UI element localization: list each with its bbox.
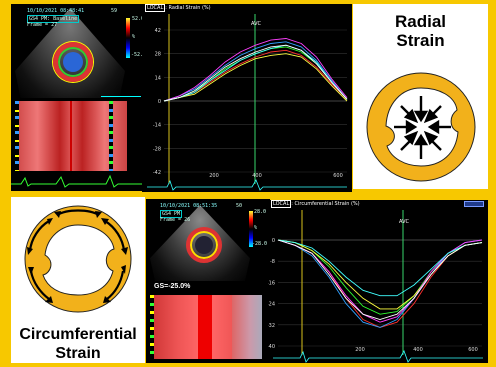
radial-y-tick-label: -14 [153,123,161,129]
circ-cb-val2: % [254,225,258,231]
circ-cb-top: 50 [236,203,243,209]
radial-map-center-line [70,101,72,171]
inward-arrows-icon [366,72,476,182]
circ-y-tick-label: -8 [270,259,275,265]
circ-y-ticks: 0 -8 -16 -24 -32 -40 [268,238,275,350]
circ-graph-title: : Circumferential Strain (%) [291,201,360,207]
radial-cb-val2: % [132,34,136,40]
radial-series-line [163,44,348,102]
circ-ecg-trace [273,350,483,363]
circ-date: 10/10/2021 08:51:35 [160,203,218,209]
radial-ecg-mini [101,96,141,100]
circ-x-tick-label: 600 [468,347,478,353]
radial-ecg-trace [11,174,148,188]
circ-gridlines [278,239,482,347]
circ-x-tick-label: 400 [413,347,423,353]
circ-cb-val1: 28.0 [254,209,267,215]
circ-graph-header: LOCAL: Circumferential Strain (%) [271,200,360,208]
radial-graph-title: : Radial Strain (%) [165,5,211,11]
circ-map-left-markers [150,295,154,359]
circ-label-line1: Circumferential [19,326,137,343]
circ-y-tick-label: -32 [268,323,275,329]
circ-graph-corner-button[interactable] [464,201,484,207]
radial-local-label: LOCAL [145,4,166,12]
radial-y-tick-label: -42 [153,170,161,176]
circ-mode: GS4 PM [160,210,183,218]
circ-series-line [277,239,483,323]
radial-x-tick-label: 200 [209,173,219,179]
radial-mode: GS4 PM: Baseline [27,15,80,23]
radial-y-ticks: 42 28 14 0 -14 -28 -42 [153,28,161,176]
circ-y-tick-label: -40 [268,344,275,350]
radial-cb-top: 59 [111,8,118,14]
radial-label-line2: Strain [396,31,445,50]
global-strain-value: GS=-25.0% [154,283,191,290]
radial-y-tick-label: -28 [153,146,161,152]
radial-date: 10/10/2021 08:48:41 [27,8,85,14]
circ-series-line [277,239,483,310]
circ-x-tick-label: 200 [355,347,365,353]
radial-series-line [163,38,348,102]
radial-series-line [163,41,348,102]
curved-arrows-icon [24,205,132,313]
radial-y-tick-label: 14 [155,75,161,81]
radial-strain-graph: LOCAL: Radial Strain (%) AVC 42 28 14 0 -14 -… [142,4,352,192]
radial-map-left-markers [15,101,19,171]
radial-echo-panel: 10/10/2021 08:48:41 GS4 PM: Baseline Fra… [11,4,148,191]
circ-cb-val3: -28.0 [252,241,268,247]
circ-y-tick-label: 0 [272,238,275,244]
radial-x-ticks: 200 400 600 [209,173,343,179]
circ-y-tick-label: -24 [268,302,275,308]
radial-y-tick-label: 42 [155,28,161,34]
radial-lv-cavity [63,52,83,72]
circ-echo-panel: 10/10/2021 08:51:35 GS4 PM Frame = 26 50… [146,199,270,363]
radial-ecg-trace-bottom [147,179,347,191]
circ-strain-label: Circumferential Strain [11,325,145,363]
radial-graph-header: LOCAL: Radial Strain (%) [145,4,211,12]
radial-myocardium-ring [53,42,93,82]
circ-x-ticks: 200 400 600 [355,347,478,353]
circ-series-line [277,239,483,297]
radial-chart-svg: AVC 42 28 14 0 -14 -28 -42 200 400 600 [147,14,348,191]
radial-x-tick-label: 400 [252,173,262,179]
radial-cb-val1: 52.0 [132,16,145,22]
circ-frame: Frame = 26 [160,217,191,223]
circ-colorbar [249,211,253,247]
radial-map-right-markers [109,101,113,171]
circ-label-line2: Strain [55,345,101,362]
radial-x-tick-label: 600 [333,173,343,179]
radial-label-line1: Radial [394,12,447,31]
radial-colorbar [126,18,130,58]
circ-series-line [277,239,483,320]
circ-chart-svg: AVC 0 -8 -16 -24 -32 -40 200 400 600 [268,210,483,363]
radial-cb-val3: -52.0 [131,52,147,58]
circ-map-right-band [232,295,262,359]
radial-diagram-box: Radial Strain [353,4,488,189]
radial-y-tick-label: 0 [158,99,161,105]
radial-y-tick-label: 28 [155,52,161,58]
circ-strain-graph: LOCAL: Circumferential Strain (%) AVC 0 -… [268,200,488,363]
circ-avc-label: AVC [399,219,410,225]
circ-diagram-box: Circumferential Strain [11,197,145,363]
radial-series-lines [163,38,348,102]
circ-y-tick-label: -16 [268,280,275,286]
radial-avc-label: AVC [251,21,262,27]
radial-strain-label: Radial Strain [353,12,488,50]
radial-frame: Frame = 27 [27,22,58,28]
radial-series-line [163,53,348,102]
circ-local-label: LOCAL [271,200,292,208]
circ-lv-cavity [195,236,213,254]
circ-myocardium-ring [186,227,222,263]
circ-map-center-band [198,295,212,359]
radial-series-line [163,44,348,102]
circ-series-lines [277,239,483,328]
